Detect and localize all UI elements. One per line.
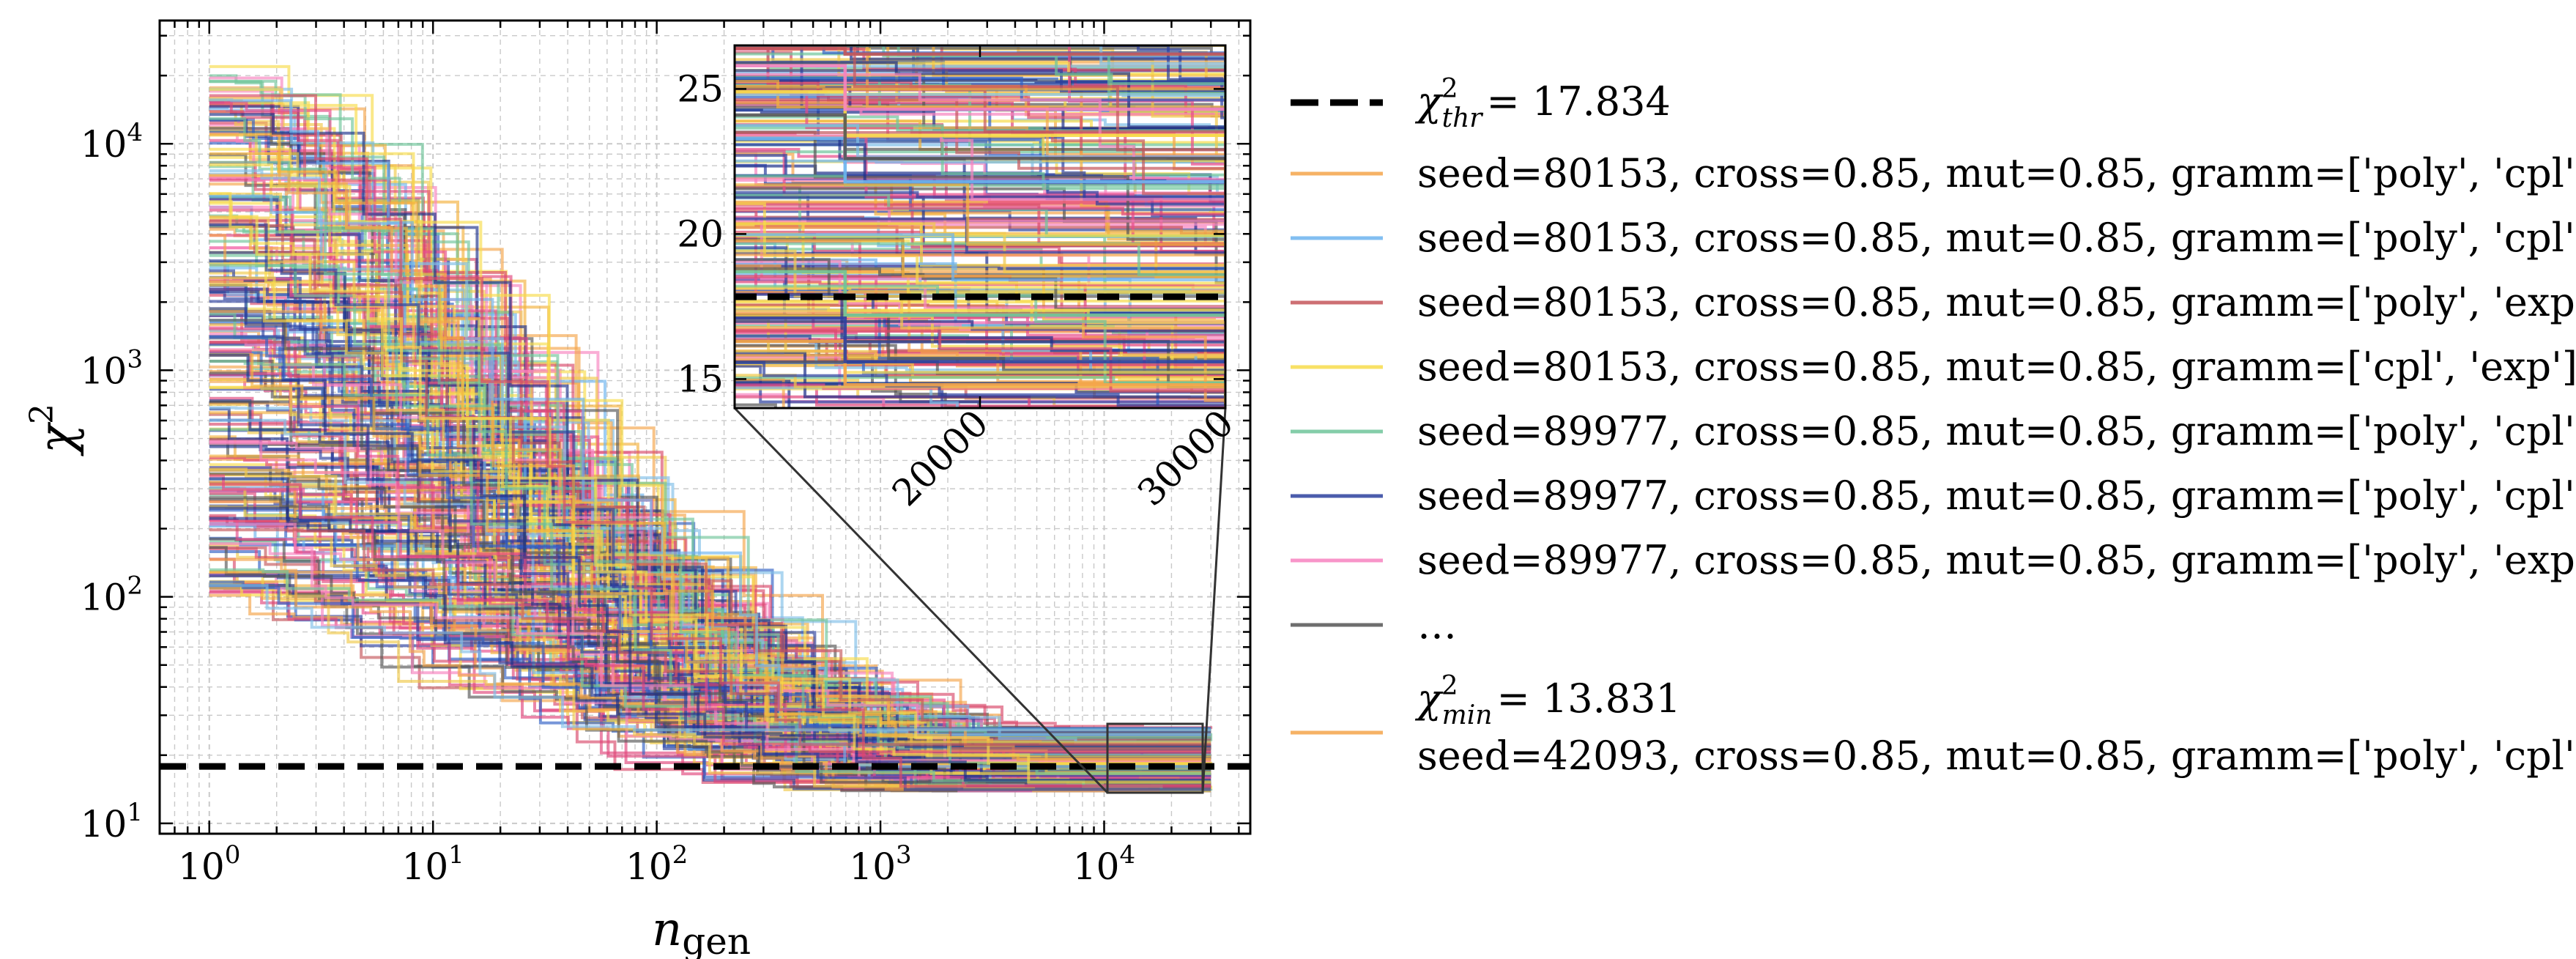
- inset-run-line: [735, 292, 1225, 364]
- inset-run-line: [735, 174, 1225, 239]
- inset-run-line: [735, 45, 1225, 207]
- run-line: [209, 528, 1211, 747]
- run-line: [209, 558, 1211, 791]
- run-line: [209, 200, 1211, 784]
- legend: χ2 thr = 17.834 seed=80153, cross=0.85, mu…: [1291, 74, 2576, 779]
- zoom-connector-right: [1201, 407, 1227, 793]
- inset-run-line: [735, 124, 1225, 190]
- y-axis-label-superscript: 2: [23, 404, 61, 424]
- inset-series-lines: [735, 45, 1225, 408]
- run-line: [209, 152, 1211, 744]
- inset-y-tick-label: 15: [677, 358, 724, 400]
- x-tick-label: 104: [1073, 840, 1135, 888]
- legend-label: seed=80153, cross=0.85, mut=0.85, gramm=…: [1417, 215, 2576, 261]
- inset-run-line: [735, 61, 1225, 129]
- inset-run-line: [735, 207, 1225, 216]
- x-tick-label: 103: [849, 840, 911, 888]
- inset-run-line: [735, 124, 1225, 158]
- inset-run-line: [735, 249, 1225, 330]
- legend-minimum-label: χ2 min = 13.831: [1414, 671, 1681, 730]
- inset-series-line: [735, 46, 1225, 56]
- legend-label: seed=80153, cross=0.85, mut=0.85, gramm=…: [1417, 150, 2576, 196]
- zoom-region: [1106, 722, 1204, 794]
- inset-series-line: [735, 270, 1225, 317]
- inset-run-line: [735, 202, 1225, 285]
- inset-run-line: [735, 314, 1225, 372]
- inset-frame: [733, 44, 1227, 410]
- x-tick-labels: 100 101 102 103 104: [178, 840, 1135, 888]
- legend-minimum-run: seed=42093, cross=0.85, mut=0.85, gramm=…: [1417, 733, 2576, 779]
- y-tick-label: 103: [81, 344, 143, 392]
- plot-frame: [158, 19, 1252, 835]
- inset-run-line: [735, 45, 1225, 81]
- inset-y-tick-labels: 15 20 25: [677, 67, 724, 400]
- legend-label: seed=89977, cross=0.85, mut=0.85, gramm=…: [1417, 537, 2576, 583]
- inset-run-line: [735, 45, 1225, 97]
- legend-label: seed=80153, cross=0.85, mut=0.85, gramm=…: [1417, 344, 2576, 390]
- run-line: [209, 219, 1211, 750]
- legend-threshold-label: χ2 thr = 17.834: [1414, 74, 1671, 133]
- x-tick-label: 102: [626, 840, 688, 888]
- x-axis-label-subscript: gen: [682, 920, 751, 959]
- inset-run-line: [735, 306, 1225, 312]
- inset-run-line: [735, 78, 1225, 84]
- inset-run-line: [735, 48, 1225, 117]
- inset-run-line: [735, 130, 1225, 242]
- inset-run-line: [735, 233, 1225, 281]
- zoom-connector-left: [733, 407, 1109, 794]
- inset-run-line: [735, 190, 1225, 199]
- inset-run-line: [735, 314, 1225, 357]
- inset-y-tick-label: 25: [677, 67, 724, 110]
- legend-label: …: [1417, 601, 1457, 648]
- inset-run-line: [735, 264, 1225, 270]
- inset-run-line: [735, 377, 841, 408]
- x-tick-label: 100: [178, 840, 240, 888]
- inset-run-line: [735, 131, 1225, 196]
- y-tick-label: 102: [81, 571, 143, 619]
- inset-run-line: [735, 183, 1225, 246]
- y-tick-labels: 101 102 103 104: [81, 118, 143, 845]
- inset-run-line: [735, 69, 1225, 93]
- inset-run-line: [735, 330, 1225, 393]
- run-line: [209, 98, 1211, 769]
- run-line: [209, 506, 1211, 749]
- inset-run-line: [735, 334, 1225, 344]
- inset-run-line: [735, 353, 1225, 395]
- run-line: [209, 584, 1211, 732]
- inset-run-line: [735, 85, 1225, 91]
- inset-run-line: [735, 259, 1225, 340]
- axis-ticks: [158, 21, 1250, 835]
- run-line: [209, 353, 1211, 782]
- run-line: [209, 483, 1211, 754]
- inset-series-line: [735, 316, 1225, 363]
- y-axis-label: χ2: [23, 404, 85, 456]
- run-line: [209, 335, 1211, 760]
- y-tick-label: 101: [81, 798, 143, 845]
- run-line: [209, 192, 1213, 769]
- inset-run-line: [735, 403, 777, 408]
- inset-series-line: [735, 113, 1225, 160]
- legend-label: seed=80153, cross=0.85, mut=0.85, gramm=…: [1417, 279, 2576, 325]
- inset-run-line: [735, 217, 1225, 254]
- inset-run-line: [735, 45, 1225, 119]
- legend-label: seed=89977, cross=0.85, mut=0.85, gramm=…: [1417, 408, 2576, 454]
- inset-run-line: [735, 379, 1225, 408]
- inset-y-tick-label: 20: [677, 212, 724, 255]
- inset-run-line: [735, 284, 1225, 393]
- inset-series-line: [735, 64, 1225, 111]
- inset-run-line: [735, 45, 1225, 88]
- x-axis-label: ngen: [652, 903, 751, 959]
- legend-label: seed=89977, cross=0.85, mut=0.85, gramm=…: [1417, 473, 2576, 519]
- run-line: [209, 94, 1211, 788]
- y-tick-label: 104: [81, 118, 143, 166]
- inset-run-line: [735, 45, 1225, 152]
- inset-run-line: [735, 45, 1225, 65]
- x-tick-label: 101: [402, 840, 464, 888]
